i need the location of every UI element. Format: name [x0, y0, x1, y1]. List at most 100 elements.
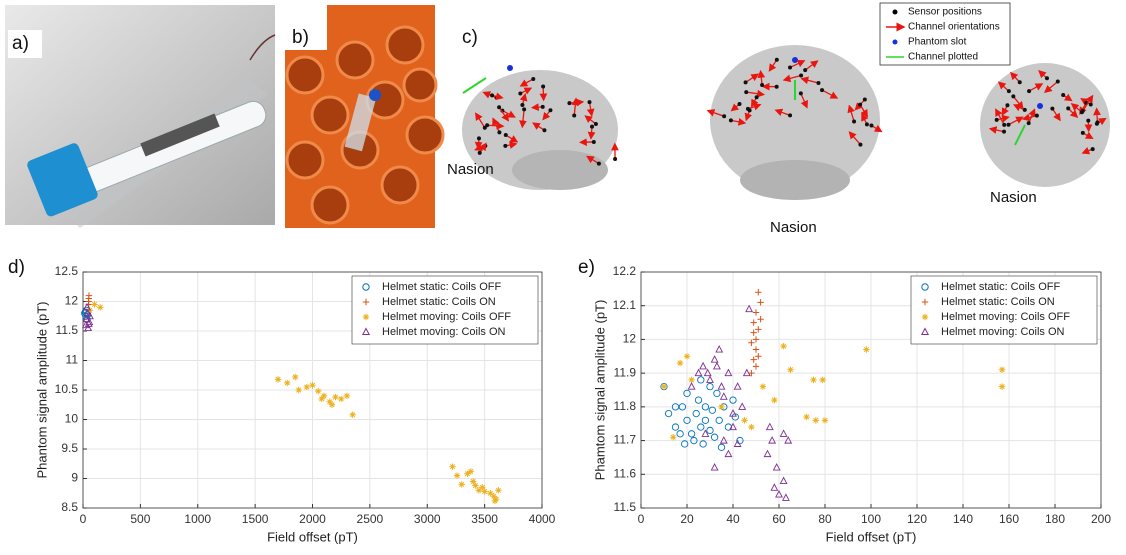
- sensor-dot: [541, 84, 546, 89]
- channel-arrow: [519, 78, 534, 87]
- sensor-dot: [518, 91, 523, 96]
- y-tick-label: 11: [66, 353, 79, 367]
- sensor-dot: [567, 101, 572, 106]
- sensor-dot: [476, 136, 481, 141]
- x-tick-label: 40: [726, 512, 740, 526]
- data-point: [821, 417, 829, 424]
- data-point: [742, 368, 751, 377]
- channel-arrow: [584, 115, 597, 125]
- x-tick-label: 4000: [529, 512, 556, 526]
- data-point: [750, 319, 757, 326]
- y-tick-label: 12: [623, 332, 637, 346]
- data-point: [83, 308, 92, 317]
- sensor-dot: [591, 139, 596, 144]
- sensor-dot: [820, 88, 825, 93]
- channel-arrow: [774, 108, 791, 117]
- data-point: [729, 409, 737, 417]
- data-point: [712, 361, 721, 370]
- panel-label: a): [12, 33, 29, 54]
- data-point: [752, 363, 760, 370]
- head-middle: [710, 45, 880, 200]
- data-point: [475, 487, 483, 494]
- sensor-dot: [590, 124, 595, 129]
- data-point: [748, 423, 755, 431]
- data-point: [706, 383, 714, 391]
- sensor-dot: [760, 83, 765, 88]
- panel-label: d): [8, 257, 25, 278]
- sensor-dot: [745, 106, 750, 111]
- data-point: [748, 339, 755, 346]
- sensor-dot: [816, 80, 821, 85]
- legend-label: Helmet static: Coils ON: [941, 296, 1055, 308]
- data-point: [467, 468, 475, 475]
- label-bg: [8, 30, 42, 58]
- sensor-dot: [520, 103, 525, 108]
- x-tick-label: 3500: [471, 512, 498, 526]
- y-tick-label: 12: [65, 294, 79, 308]
- data-point: [741, 417, 748, 424]
- legend-label: Helmet moving: Coils ON: [382, 326, 506, 338]
- data-point: [759, 383, 767, 390]
- data-point: [91, 301, 98, 308]
- data-point: [718, 403, 725, 411]
- data-point: [303, 383, 310, 391]
- data-point: [706, 426, 714, 435]
- legend-marker: [362, 298, 370, 306]
- y-tick-label: 9.5: [61, 441, 78, 455]
- data-point: [810, 376, 817, 384]
- x-tick-label: 0: [80, 512, 87, 526]
- data-point: [733, 382, 742, 390]
- y-tick-label: 11.5: [56, 323, 79, 337]
- data-point: [750, 356, 757, 363]
- data-point: [755, 353, 762, 360]
- channel-arrow: [1028, 83, 1044, 92]
- data-point: [715, 345, 724, 353]
- head-right: [980, 63, 1110, 187]
- channel-arrow: [519, 109, 527, 129]
- data-point: [84, 319, 93, 327]
- channel-arrow: [757, 69, 766, 86]
- legend-box: [910, 275, 1098, 345]
- data-point: [998, 366, 1006, 373]
- sensor-dot: [1026, 121, 1031, 126]
- data-point: [779, 429, 788, 437]
- channel-arrow: [804, 60, 819, 71]
- x-tick-label: 0: [638, 512, 645, 526]
- data-point: [710, 355, 719, 363]
- data-point: [83, 302, 91, 311]
- sensor-dot: [852, 119, 857, 124]
- data-point: [750, 329, 757, 336]
- sensor-dot: [596, 161, 601, 166]
- head-legend: Sensor positions Channel orientations Ph…: [879, 2, 1011, 66]
- data-point: [449, 463, 456, 470]
- channel-arrow: [1082, 94, 1094, 112]
- x-tick-label: 2000: [299, 512, 326, 526]
- y-tick-label: 10: [65, 412, 79, 426]
- data-point: [683, 389, 691, 397]
- channel-arrow: [782, 74, 802, 83]
- legend-label: Helmet static: Coils ON: [382, 296, 496, 308]
- channel-arrow: [571, 97, 580, 116]
- data-point: [719, 436, 728, 444]
- axes-frame: [82, 271, 543, 509]
- x-tick-label: 20: [680, 512, 694, 526]
- channel-arrow: [730, 117, 747, 126]
- sensor-dot: [1011, 94, 1016, 99]
- sensor-dot: [540, 104, 545, 109]
- legend-marker: [361, 327, 371, 336]
- data-point: [697, 423, 705, 431]
- photo-b: [285, 5, 445, 228]
- data-point: [664, 410, 673, 418]
- y-tick-label: 11.9: [614, 365, 637, 379]
- data-point: [464, 470, 471, 477]
- data-point: [274, 376, 282, 383]
- channel-arrow: [821, 89, 839, 99]
- data-point: [469, 478, 477, 485]
- data-point: [775, 490, 783, 498]
- x-axis-label: Field offset (pT): [826, 529, 917, 544]
- sensor-dot: [744, 90, 749, 95]
- data-point: [863, 346, 870, 353]
- data-point: [779, 476, 788, 485]
- data-point: [752, 346, 760, 353]
- data-point: [688, 376, 695, 384]
